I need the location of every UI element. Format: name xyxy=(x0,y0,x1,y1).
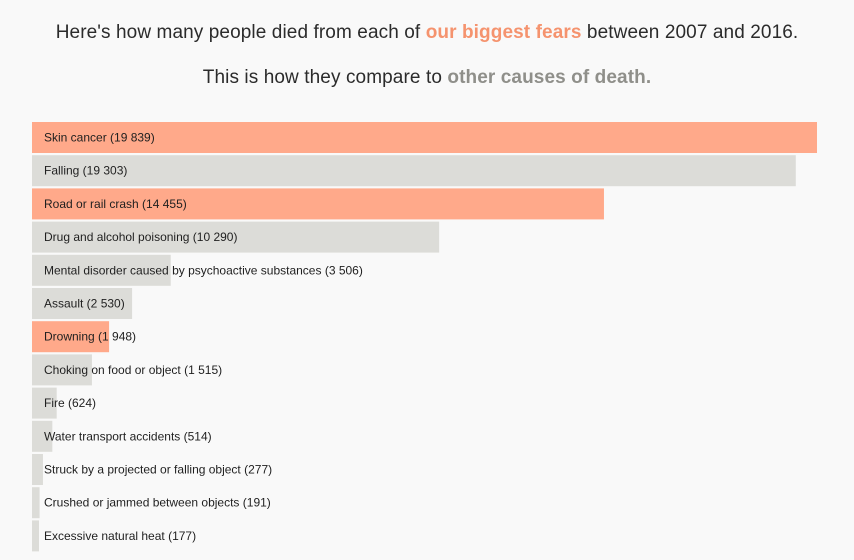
bar-row: Drug and alcohol poisoning (10 290) xyxy=(32,221,440,253)
subhead-prefix: This is how they compare to xyxy=(202,67,448,88)
bar-label: Road or rail crash (14 455) xyxy=(44,197,187,211)
bar-label: Fire (624) xyxy=(44,396,96,410)
bar xyxy=(32,221,440,253)
biggest-fears-highlight: our biggest fears xyxy=(425,22,582,43)
bar-label: Skin cancer (19 839) xyxy=(44,131,155,145)
bar-label: Falling (19 303) xyxy=(44,164,127,178)
bar-label: Drowning (1 948) xyxy=(44,330,136,344)
bar-label: Mental disorder caused by psychoactive s… xyxy=(44,263,363,277)
bar-label: Struck by a projected or falling object … xyxy=(44,463,272,477)
headline-line-2: This is how they compare to other causes… xyxy=(0,67,854,89)
bar xyxy=(32,487,40,519)
bar xyxy=(32,387,57,419)
bar-row: Choking on food or object (1 515) xyxy=(32,354,222,386)
bar xyxy=(32,321,110,353)
bar-row: Road or rail crash (14 455) xyxy=(32,188,604,220)
bar xyxy=(32,354,92,386)
bar xyxy=(32,454,43,485)
bar-row: Skin cancer (19 839) xyxy=(32,122,817,153)
bar xyxy=(32,122,817,153)
bar-label: Water transport accidents (514) xyxy=(44,429,212,443)
bar xyxy=(32,288,133,319)
headline-suffix: between 2007 and 2016. xyxy=(581,22,799,43)
bar-row: Mental disorder caused by psychoactive s… xyxy=(32,254,363,286)
bar-row: Assault (2 530) xyxy=(32,288,133,319)
bar xyxy=(32,520,40,552)
bar xyxy=(32,188,604,220)
bar xyxy=(32,155,796,187)
bar-label: Crushed or jammed between objects (191) xyxy=(44,496,271,510)
other-causes-highlight: other causes of death. xyxy=(447,67,652,88)
bar-label: Drug and alcohol poisoning (10 290) xyxy=(44,230,237,244)
bar-row: Excessive natural heat (177) xyxy=(32,520,196,552)
bar-label: Assault (2 530) xyxy=(44,297,125,311)
bar xyxy=(32,254,171,286)
bar-row: Struck by a projected or falling object … xyxy=(32,454,272,485)
bar-label: Excessive natural heat (177) xyxy=(44,529,196,543)
headline-prefix: Here's how many people died from each of xyxy=(55,22,426,43)
bar-row: Drowning (1 948) xyxy=(32,321,136,353)
bar-row: Falling (19 303) xyxy=(32,155,796,187)
bar-label: Choking on food or object (1 515) xyxy=(44,363,222,377)
bar-row: Water transport accidents (514) xyxy=(32,420,212,452)
bar-row: Fire (624) xyxy=(32,387,96,419)
bar-row: Crushed or jammed between objects (191) xyxy=(32,487,271,519)
headline-line-1: Here's how many people died from each of… xyxy=(0,22,854,44)
bar xyxy=(32,420,53,452)
